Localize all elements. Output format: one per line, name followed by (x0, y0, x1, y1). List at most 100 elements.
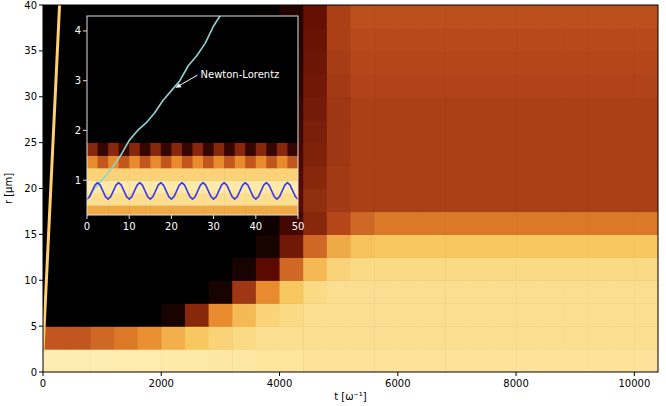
heat-cell (563, 326, 587, 350)
heat-cell (398, 97, 422, 121)
heat-cell (161, 234, 185, 258)
heat-cell (67, 234, 91, 258)
heat-cell (87, 205, 98, 215)
y-tick-label: 1 (75, 175, 81, 186)
heat-cell (445, 51, 469, 75)
heat-cell (327, 28, 351, 52)
heat-cell (245, 155, 256, 168)
chart-root: 02000400060008000100000510152025303540t … (0, 0, 666, 406)
heat-cell (87, 193, 98, 206)
heat-cell (287, 155, 298, 168)
heat-cell (587, 349, 611, 372)
heat-cell (445, 120, 469, 144)
heat-cell (469, 211, 493, 235)
heat-cell (67, 303, 91, 327)
heat-cell (351, 303, 375, 327)
heat-cell (150, 143, 161, 156)
annotation-arrowhead (176, 83, 182, 88)
heat-cell (303, 234, 327, 258)
heat-cell (303, 120, 327, 144)
heat-cell (492, 28, 516, 52)
heat-cell (492, 74, 516, 98)
heat-cell (185, 280, 209, 304)
heat-cell (235, 205, 246, 215)
heat-cell (43, 211, 67, 235)
heat-cell (214, 205, 225, 215)
heat-cell (374, 257, 398, 281)
heat-cell (398, 120, 422, 144)
heat-cell (209, 326, 233, 350)
x-tick-label: 0 (84, 221, 90, 232)
heat-cell (445, 280, 469, 304)
heat-cell (351, 5, 375, 29)
heat-cell (516, 28, 540, 52)
heat-cell (303, 97, 327, 121)
annotation: Newton-Lorentz (201, 69, 280, 80)
heat-cell (398, 189, 422, 213)
heat-cell (374, 74, 398, 98)
heat-cell (516, 234, 540, 258)
heat-cell (277, 205, 288, 215)
heat-cell (351, 166, 375, 190)
y-tick (39, 96, 43, 97)
heat-cell (634, 257, 658, 281)
heat-cell (119, 168, 130, 181)
heat-cell (421, 303, 445, 327)
heat-cell (634, 97, 658, 121)
heat-cell (563, 211, 587, 235)
heat-cell (563, 234, 587, 258)
heat-cell (492, 51, 516, 75)
heat-cell (256, 303, 280, 327)
heat-cell (232, 234, 256, 258)
heat-cell (516, 211, 540, 235)
heat-cell (256, 349, 280, 372)
x-tick (255, 215, 256, 219)
y-tick (39, 234, 43, 235)
heat-cell (611, 257, 635, 281)
x-tick (213, 215, 214, 219)
heat-cell (540, 51, 564, 75)
heat-cell (563, 280, 587, 304)
heat-cell (421, 326, 445, 350)
heat-cell (232, 257, 256, 281)
heat-cell (161, 257, 185, 281)
heat-cell (634, 143, 658, 167)
heat-cell (587, 51, 611, 75)
heat-cell (611, 303, 635, 327)
heat-cell (398, 303, 422, 327)
heat-cell (492, 326, 516, 350)
heat-cell (469, 74, 493, 98)
heat-cell (266, 205, 277, 215)
heat-cell (516, 120, 540, 144)
heat-cell (193, 143, 204, 156)
heat-cell (445, 257, 469, 281)
heat-cell (266, 143, 277, 156)
annotation-arrow (177, 75, 198, 87)
heat-cell (277, 168, 288, 181)
heat-cell (611, 326, 635, 350)
heat-cell (232, 303, 256, 327)
heat-cell (398, 349, 422, 372)
heat-cell (138, 326, 162, 350)
heat-cell (563, 257, 587, 281)
heat-cell (129, 168, 140, 181)
heat-cell (445, 326, 469, 350)
heat-cell (374, 143, 398, 167)
heat-cell (193, 155, 204, 168)
heat-cell (563, 51, 587, 75)
heat-cell (587, 97, 611, 121)
heat-cell (563, 143, 587, 167)
heat-cell (245, 168, 256, 181)
heat-cell (445, 143, 469, 167)
heat-cell (611, 349, 635, 372)
heat-cell (351, 97, 375, 121)
y-tick (83, 130, 87, 131)
heat-cell (469, 326, 493, 350)
x-tick (171, 215, 172, 219)
heat-cell (611, 51, 635, 75)
heat-cell (303, 326, 327, 350)
heat-cell (563, 120, 587, 144)
heat-cell (516, 303, 540, 327)
heat-cell (150, 155, 161, 168)
x-tick-label: 4000 (267, 378, 292, 389)
